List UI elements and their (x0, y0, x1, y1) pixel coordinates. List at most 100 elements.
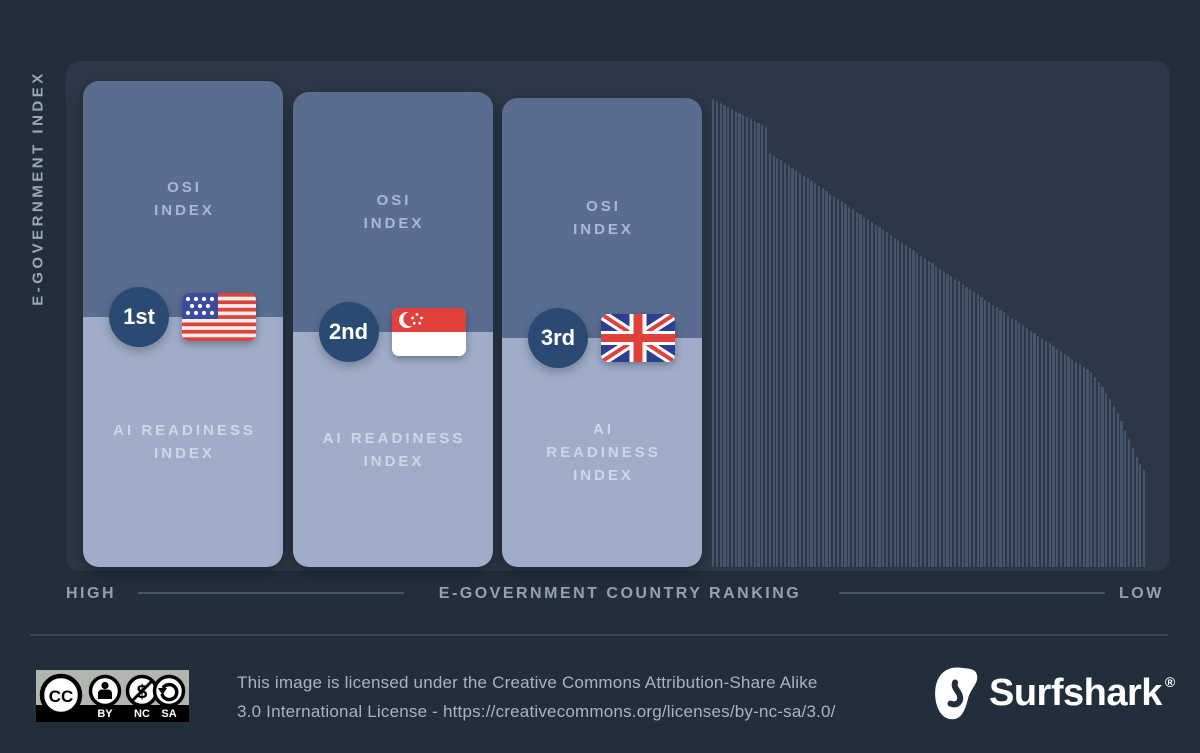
ranking-bar (764, 127, 768, 567)
ranking-bar (1059, 351, 1063, 567)
ranking-bar (999, 310, 1002, 567)
ranking-bar (1040, 338, 1044, 567)
ranking-bar (814, 183, 817, 567)
ranking-bar (810, 181, 813, 567)
ranking-bar (882, 230, 885, 567)
ranking-bar (935, 266, 938, 567)
ranking-bar (1003, 312, 1006, 567)
ranking-bar (836, 199, 839, 567)
x-axis-line-left (138, 592, 404, 594)
ranking-bar (776, 158, 779, 567)
ranking-bar (969, 289, 972, 567)
ranking-bar (950, 276, 953, 567)
ranking-bar (863, 217, 866, 567)
ranking-bar (1143, 470, 1146, 567)
svg-text:CC: CC (49, 687, 74, 706)
ranking-bar (874, 225, 877, 567)
country-bar-3rd-united-kingdom: OSI INDEX AI READINESS INDEX 3rd (502, 98, 702, 567)
ranking-bar (859, 214, 862, 567)
ranking-bar (1014, 320, 1017, 567)
ranking-bar (712, 99, 715, 567)
rank-badge-1st: 1st (109, 287, 169, 347)
ranking-bar (848, 207, 851, 567)
ranking-bar (961, 284, 964, 567)
ranking-bar (1048, 343, 1051, 567)
ranking-bar (889, 235, 892, 567)
country-bar-2nd-singapore: OSI INDEX AI READINESS INDEX 2nd (292, 92, 493, 567)
ranking-bar (991, 305, 994, 567)
ranking-bar (1033, 333, 1036, 567)
ranking-bar (1010, 318, 1013, 567)
ranking-bar (972, 292, 976, 567)
ranking-bar (984, 300, 987, 567)
ranking-bar (757, 123, 760, 567)
ranking-bar (988, 302, 991, 567)
cc-by-person-icon (88, 674, 122, 708)
ranking-bar (938, 269, 942, 567)
ranking-bar (916, 253, 919, 567)
ranking-bar (768, 153, 771, 567)
surfshark-logo: Surfshark ® (933, 663, 1175, 723)
ranking-bar (772, 156, 775, 567)
country-bar-1st-united-states: OSI INDEX AI READINESS INDEX 1st (83, 81, 283, 567)
ranking-bar (802, 176, 805, 567)
ranking-bar (723, 105, 726, 567)
ranking-bar (897, 240, 900, 567)
rank-row: 1st (109, 287, 256, 347)
ranking-bar (821, 188, 824, 567)
ranking-bar (806, 178, 809, 567)
ranking-bars-series (712, 97, 1146, 567)
ranking-bar (923, 258, 926, 567)
cc-by-label: BY (97, 708, 113, 720)
ranking-bar (957, 281, 960, 567)
ranking-bar (919, 256, 923, 567)
ranking-bar (715, 101, 718, 567)
ranking-bar (1127, 439, 1131, 567)
ranking-bar (1022, 325, 1025, 567)
ranking-bar (1097, 382, 1100, 567)
ranking-bar (1116, 413, 1119, 567)
ranking-bar (946, 274, 949, 567)
ranking-bar (1029, 331, 1032, 567)
ai-readiness-segment: AI READINESS INDEX (292, 332, 493, 567)
ranking-bar (855, 212, 858, 567)
ranking-bar (931, 263, 934, 567)
ranking-bar (749, 119, 752, 567)
license-line-1: This image is licensed under the Creativ… (237, 673, 818, 692)
ranking-bar (1135, 457, 1138, 567)
surfshark-wordmark: Surfshark ® (989, 671, 1175, 714)
rank-row: 3rd (528, 308, 675, 368)
ranking-bar (1037, 336, 1040, 567)
ai-readiness-segment: AI READINESS INDEX (83, 317, 283, 567)
ranking-bar (893, 238, 896, 567)
ranking-bar (1101, 387, 1104, 567)
ranking-bar (954, 279, 957, 567)
footer-divider (30, 634, 1168, 636)
ranking-bar (738, 113, 741, 567)
ranking-bar (761, 125, 764, 567)
cc-nc-label: NC (134, 708, 150, 720)
ranking-bar (1067, 356, 1070, 567)
ranking-bar (1044, 341, 1047, 567)
ranking-bar (1124, 430, 1127, 567)
osi-index-label: OSI INDEX (154, 179, 215, 219)
cc-nc-dollar-icon: $ (125, 674, 159, 708)
us-flag-icon (182, 293, 256, 341)
ranking-bar (904, 245, 908, 567)
osi-index-segment: OSI INDEX (83, 81, 283, 317)
ranking-bar (746, 117, 749, 567)
ranking-bar (851, 209, 855, 567)
ranking-bar (844, 204, 847, 567)
ranking-bar (840, 201, 843, 567)
chart-panel: OSI INDEX AI READINESS INDEX 1st (66, 61, 1170, 571)
osi-index-segment: OSI INDEX (502, 98, 702, 338)
ranking-bar (870, 222, 873, 567)
osi-index-label: OSI INDEX (573, 198, 634, 238)
ranking-bar (817, 186, 821, 567)
ranking-bar (1139, 464, 1142, 567)
ranking-bar (798, 173, 802, 567)
ranking-bar (878, 227, 881, 567)
uk-flag-icon (601, 314, 675, 362)
ranking-bar (912, 250, 915, 567)
ranking-bar (1082, 367, 1085, 567)
